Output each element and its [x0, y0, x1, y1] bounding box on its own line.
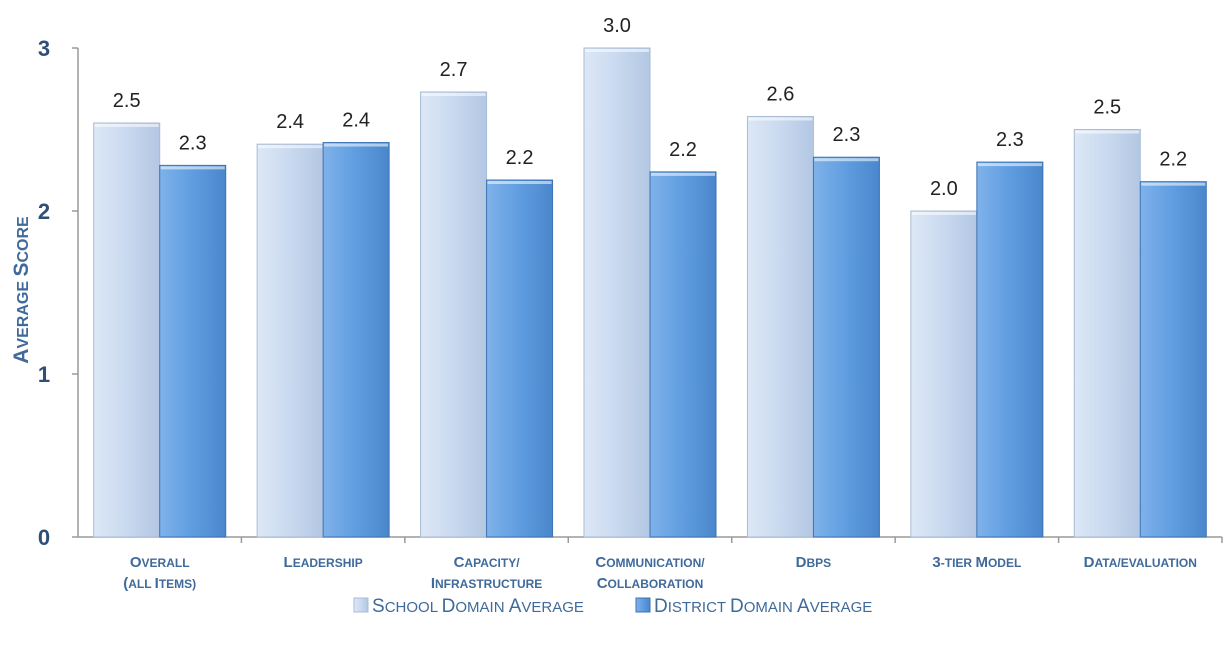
- bar-bevel: [585, 49, 649, 52]
- data-label: 2.2: [506, 147, 534, 169]
- x-tick-label: COLLABORATION: [597, 575, 704, 592]
- data-label: 2.2: [669, 139, 697, 161]
- y-axis-ticks: 0 1 2 3: [38, 36, 78, 550]
- data-label: 2.2: [1159, 149, 1187, 171]
- bar-school-5: [910, 210, 978, 538]
- data-label: 2.5: [1093, 97, 1121, 119]
- bar-school-0: [93, 122, 161, 538]
- bar-school-1: [256, 143, 324, 538]
- bars: 2.5 2.3 2.4 2.4 2.7 2.2 3.0 2.2 2.6 2.3 2.0 2.3 2.5 2…: [93, 15, 1207, 538]
- bar-bevel: [651, 172, 715, 176]
- bar-school-4: [746, 115, 814, 538]
- data-label: 3.0: [603, 15, 631, 37]
- bar-district-0: [159, 164, 227, 538]
- bar-bevel: [814, 158, 879, 162]
- x-tick-label: CAPACITY/: [454, 554, 521, 571]
- bar-bevel: [911, 212, 976, 215]
- legend-district-label: DISTRICT DOMAIN AVERAGE: [654, 596, 872, 617]
- bar-bevel: [977, 163, 1042, 167]
- bar-district-2: [486, 179, 554, 538]
- bar-school-3: [583, 47, 651, 538]
- y-tick-label: 0: [38, 525, 50, 550]
- bar-district-4: [812, 156, 880, 538]
- data-label: 2.3: [179, 132, 207, 154]
- data-label: 2.0: [930, 178, 958, 200]
- data-label: 2.3: [996, 129, 1024, 151]
- bar-bevel: [421, 93, 486, 97]
- bar-bevel: [324, 143, 389, 147]
- data-label: 2.3: [833, 124, 861, 146]
- x-tick-label: (ALL ITEMS): [123, 575, 196, 592]
- bar-bevel: [748, 117, 813, 121]
- x-tick-label: DBPS: [796, 554, 832, 571]
- y-tick-label: 3: [38, 36, 50, 61]
- x-axis-ticks: OVERALL (ALL ITEMS) LEADERSHIP CAPACITY/INF…: [123, 537, 1223, 592]
- y-axis-label: AVERAGE SCORE: [10, 216, 33, 364]
- x-tick-label: COMMUNICATION/: [595, 554, 705, 571]
- bar-school-2: [420, 91, 488, 538]
- x-tick-label: OVERALL: [130, 554, 190, 571]
- bar-bevel: [160, 166, 225, 170]
- data-label: 2.5: [113, 90, 141, 112]
- data-label: 2.7: [440, 59, 468, 81]
- bar-school-6: [1073, 129, 1141, 538]
- data-label: 2.4: [342, 110, 370, 132]
- data-label: 2.6: [767, 83, 795, 105]
- bar-bevel: [1141, 182, 1206, 186]
- bar-bevel: [1075, 130, 1140, 134]
- bar-bevel: [94, 123, 159, 127]
- bar-district-6: [1139, 181, 1207, 538]
- bar-bevel: [487, 181, 552, 185]
- x-tick-label: INFRASTRUCTURE: [431, 575, 543, 592]
- y-tick-label: 1: [38, 362, 50, 387]
- x-tick-label: 3-TIER MODEL: [932, 554, 1021, 571]
- legend-school-label: SCHOOL DOMAIN AVERAGE: [372, 596, 584, 617]
- bar-bevel: [258, 145, 323, 149]
- bar-district-5: [976, 161, 1044, 538]
- data-label: 2.4: [276, 111, 304, 133]
- x-tick-label: LEADERSHIP: [284, 554, 363, 571]
- bar-district-1: [322, 142, 390, 538]
- x-tick-label: DATA/EVALUATION: [1084, 554, 1197, 571]
- legend-school-swatch: [353, 597, 369, 613]
- legend: SCHOOL DOMAIN AVERAGE DISTRICT DOMAIN AVE…: [353, 596, 872, 617]
- y-tick-label: 2: [38, 199, 50, 224]
- bar-district-3: [649, 171, 717, 538]
- legend-district-swatch: [635, 597, 651, 613]
